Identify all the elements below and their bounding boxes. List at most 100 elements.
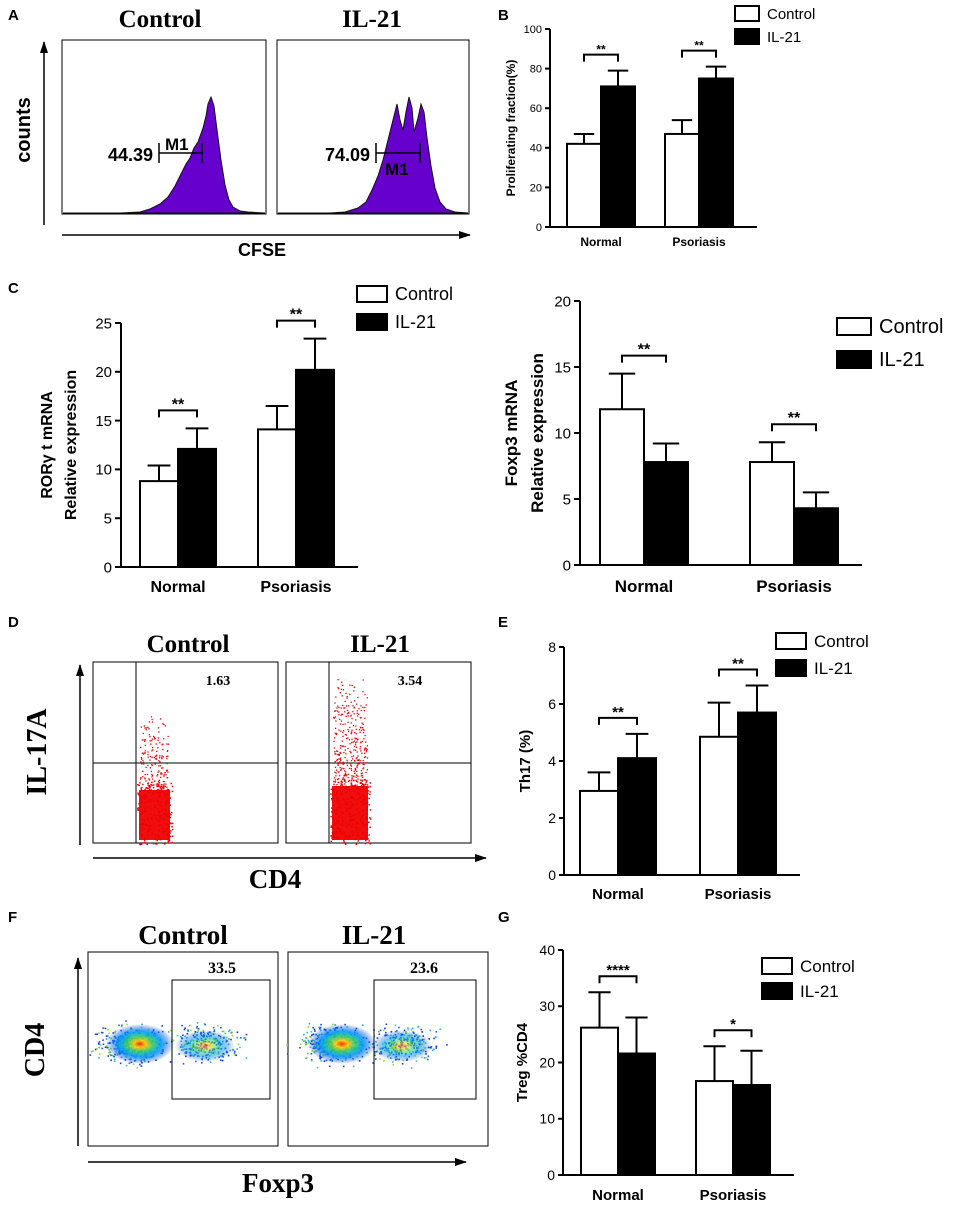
scatter-dot bbox=[357, 798, 359, 801]
scatter-dot bbox=[350, 731, 353, 733]
scatter-dot bbox=[168, 797, 171, 799]
scatter-dot bbox=[170, 822, 172, 825]
scatter-dot bbox=[212, 1026, 215, 1029]
scatter-dot bbox=[343, 779, 345, 781]
scatter-dot bbox=[145, 793, 147, 796]
scatter-dot bbox=[150, 770, 153, 773]
scatter-dot bbox=[351, 717, 353, 720]
scatter-dot bbox=[347, 780, 350, 783]
scatter-dot bbox=[435, 1045, 438, 1048]
scatter-dot bbox=[334, 779, 337, 781]
scatter-dot bbox=[421, 1031, 424, 1033]
scatter-dot bbox=[126, 1023, 128, 1026]
scatter-dot bbox=[187, 1029, 189, 1031]
scatter-dot bbox=[346, 713, 349, 715]
scatter-dot bbox=[171, 828, 174, 831]
scatter-dot bbox=[164, 725, 167, 727]
significance-mark: ** bbox=[290, 307, 303, 324]
scatter-dot bbox=[347, 721, 349, 724]
scatter-dot bbox=[144, 750, 146, 752]
scatter-dot bbox=[353, 779, 355, 782]
scatter-dot bbox=[163, 783, 165, 785]
legend-label: Control bbox=[814, 632, 869, 651]
scatter-dot bbox=[162, 723, 164, 725]
scatter-dot bbox=[144, 808, 146, 810]
scatter-dot bbox=[331, 799, 333, 801]
scatter-dot bbox=[351, 738, 353, 740]
scatter-dot bbox=[343, 774, 346, 776]
scatter-dot bbox=[346, 759, 348, 761]
scatter-dot bbox=[334, 753, 336, 755]
scatter-dot bbox=[196, 1022, 199, 1024]
scatter-dot bbox=[162, 787, 165, 789]
scatter-dot bbox=[349, 743, 351, 745]
scatter-dot bbox=[352, 823, 354, 826]
scatter-dot bbox=[339, 766, 341, 769]
scatter-dot bbox=[221, 1030, 224, 1033]
scatter-dot bbox=[142, 823, 144, 825]
scatter-dot bbox=[337, 705, 339, 707]
scatter-dot bbox=[425, 1057, 427, 1059]
scatter-dot bbox=[157, 814, 159, 817]
scatter-dot bbox=[144, 777, 146, 779]
scatter-dot bbox=[346, 808, 348, 810]
scatter-dot bbox=[151, 781, 153, 784]
y-axis-label-2: Relative expression bbox=[528, 353, 547, 513]
scatter-dot bbox=[384, 1027, 386, 1030]
scatter-dot bbox=[164, 843, 166, 845]
y-tick-label: 40 bbox=[539, 942, 555, 958]
scatter-dot bbox=[160, 773, 162, 775]
y-axis-label: Treg %CD4 bbox=[514, 1022, 531, 1102]
scatter-dot bbox=[340, 745, 342, 747]
scatter-dot bbox=[374, 1052, 376, 1054]
scatter-dot bbox=[385, 1023, 388, 1026]
scatter-dot bbox=[355, 823, 358, 825]
scatter-dot bbox=[166, 758, 168, 760]
scatter-dot bbox=[155, 755, 157, 757]
scatter-dot bbox=[356, 741, 358, 743]
scatter-dot bbox=[364, 833, 367, 836]
bar-control bbox=[699, 735, 739, 877]
y-axis-label-2: Relative expression bbox=[63, 370, 80, 520]
scatter-dot bbox=[342, 735, 344, 737]
scatter-dot bbox=[146, 831, 149, 833]
scatter-dot bbox=[364, 783, 367, 786]
panel-d-control-scatter bbox=[137, 716, 174, 846]
scatter-dot bbox=[348, 712, 350, 714]
scatter-dot bbox=[239, 1046, 241, 1049]
scatter-dot bbox=[161, 758, 163, 760]
scatter-dot bbox=[366, 823, 368, 825]
scatter-dot bbox=[337, 750, 339, 753]
scatter-dot bbox=[353, 740, 356, 742]
scatter-dot bbox=[140, 834, 143, 836]
y-tick-label: 20 bbox=[95, 364, 112, 381]
scatter-dot bbox=[361, 772, 364, 774]
scatter-dot bbox=[365, 836, 368, 838]
y-tick-label: 15 bbox=[554, 359, 571, 376]
significance-mark: ** bbox=[732, 655, 744, 672]
scatter-dot bbox=[350, 825, 353, 827]
scatter-dot bbox=[341, 816, 343, 818]
scatter-dot bbox=[245, 1033, 248, 1036]
scatter-dot bbox=[347, 737, 349, 739]
scatter-dot bbox=[365, 816, 367, 819]
panel-d-control-frame bbox=[92, 661, 279, 844]
scatter-dot bbox=[357, 822, 359, 825]
scatter-dot bbox=[428, 1038, 431, 1040]
scatter-dot bbox=[166, 769, 168, 772]
scatter-dot bbox=[349, 815, 352, 818]
scatter-dot bbox=[336, 791, 338, 793]
scatter-dot bbox=[369, 782, 372, 784]
scatter-dot bbox=[151, 721, 154, 723]
scatter-dot bbox=[344, 745, 346, 748]
scatter-dot bbox=[170, 1029, 172, 1032]
significance-bracket bbox=[276, 319, 316, 328]
scatter-dot bbox=[162, 827, 164, 830]
scatter-dot bbox=[347, 705, 350, 707]
legend-swatch bbox=[356, 313, 388, 331]
scatter-dot bbox=[148, 828, 151, 830]
scatter-dot bbox=[344, 774, 347, 776]
scatter-dot bbox=[308, 1022, 311, 1025]
scatter-dot bbox=[356, 739, 359, 741]
scatter-dot bbox=[344, 807, 347, 809]
